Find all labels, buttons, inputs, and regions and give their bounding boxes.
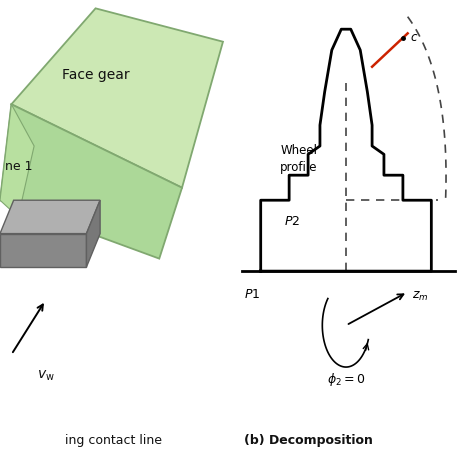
Text: Wheel
profile: Wheel profile [280,144,318,173]
Polygon shape [86,200,100,267]
Text: (b) Decomposition: (b) Decomposition [244,434,373,447]
Polygon shape [0,104,34,217]
Text: Face gear: Face gear [62,68,129,82]
Polygon shape [0,200,100,234]
Text: $c$: $c$ [410,31,419,44]
Text: ing contact line: ing contact line [65,434,162,447]
Text: $v_\mathrm{w}$: $v_\mathrm{w}$ [36,368,55,383]
Text: ne 1: ne 1 [5,160,32,173]
Polygon shape [0,104,182,259]
Text: $z_m$: $z_m$ [412,290,429,303]
Polygon shape [0,234,86,267]
Text: $P2$: $P2$ [284,215,301,228]
Text: $\phi_2=0$: $\phi_2=0$ [327,371,365,388]
Polygon shape [11,9,223,188]
Text: $P1$: $P1$ [244,288,260,301]
